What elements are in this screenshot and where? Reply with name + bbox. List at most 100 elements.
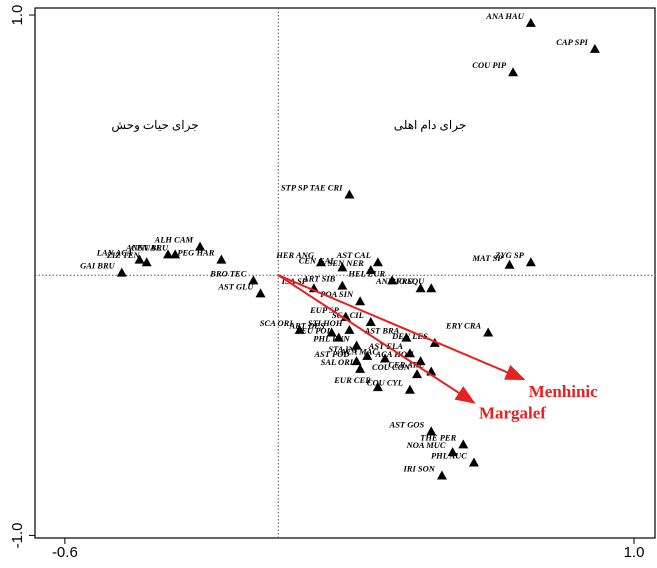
point-label: CAP SPI [556, 37, 588, 47]
point-label: SCA CIL [332, 310, 364, 320]
point-label: STI HOH [308, 318, 343, 328]
point [504, 259, 515, 269]
point [412, 369, 423, 379]
y-tick-label: -1.0 [9, 522, 26, 548]
annotation: جرای دام اهلی [394, 118, 467, 132]
point [294, 324, 305, 334]
point [365, 317, 376, 327]
point [458, 439, 469, 449]
point [351, 356, 362, 366]
point [525, 257, 536, 267]
point-label: IRI SON [403, 464, 436, 474]
point-label: PHL PUN [313, 333, 350, 343]
point [372, 257, 383, 267]
point-label: TEU POL [296, 326, 332, 336]
point-label: NOA MUC [406, 440, 446, 450]
point [404, 384, 415, 394]
point [333, 332, 344, 342]
point-label: COU CYL [367, 378, 403, 388]
point-label: POA SIN [320, 289, 354, 299]
point-label: SAL ORI [321, 357, 354, 367]
point-label: ACA MAC [339, 346, 378, 356]
point-label: AND FRU [375, 276, 414, 286]
point [589, 43, 600, 53]
point [372, 382, 383, 392]
point [134, 254, 145, 264]
point [380, 353, 391, 363]
point [426, 426, 437, 436]
point [483, 327, 494, 337]
point-label: ANA HAU [485, 11, 524, 21]
point-label: BIO SQU [389, 276, 425, 286]
x-tick-label: 1.0 [624, 544, 645, 561]
point [436, 470, 447, 480]
point-label: HEL EUR [347, 268, 385, 278]
point-label: AST BRA [364, 326, 400, 336]
point [326, 327, 337, 337]
point [195, 241, 206, 251]
point-label: ACA HOH [375, 349, 414, 359]
point-label: COU CON [372, 362, 411, 372]
point-label: CER ARE [388, 359, 424, 369]
point [355, 363, 366, 373]
point [170, 249, 181, 259]
plot-frame [34, 7, 656, 539]
point-label: PEG HAR [177, 248, 214, 258]
point-label: DEN LES [391, 331, 428, 341]
point [248, 275, 259, 285]
point [163, 249, 174, 259]
point [426, 283, 437, 293]
point-label: AST GOS [389, 419, 425, 429]
point [351, 340, 362, 350]
point-label: CEN GAL [299, 255, 336, 265]
point-label: SEN NER [328, 258, 364, 268]
point [447, 447, 458, 457]
point [141, 257, 152, 267]
point-label: AST CAL [336, 250, 371, 260]
point-label: LAN ACA [96, 248, 133, 258]
point [116, 267, 127, 277]
point-label: COU PIP [472, 60, 507, 70]
point-label: BRO TEC [209, 268, 246, 278]
point [355, 296, 366, 306]
point [387, 275, 398, 285]
point [344, 189, 355, 199]
point [337, 280, 348, 290]
point-label: ALH CAM [154, 235, 194, 245]
point-label: STA INF [328, 344, 360, 354]
point-label: EUR CER [333, 375, 371, 385]
vector-arrow [277, 274, 476, 404]
point-label: AST GLU [217, 281, 254, 291]
vector-label: Menhinic [529, 382, 598, 401]
point [255, 288, 266, 298]
point [365, 265, 376, 275]
point-label: STP SP TAE CRI [281, 183, 343, 193]
point-label: ART SIB [302, 274, 336, 284]
point-label: ANNUAL [125, 242, 161, 252]
point-label: EUP SP [309, 305, 340, 315]
point [508, 67, 519, 77]
point [315, 257, 326, 267]
vector-arrow [277, 274, 526, 381]
vector-label: Margalef [479, 404, 546, 423]
point-label: ZYG SP [494, 250, 524, 260]
point-label: SCA ORI [260, 318, 294, 328]
point-label: ERY CRA [445, 320, 482, 330]
point-label: PHL AUC [431, 450, 467, 460]
point [401, 332, 412, 342]
point-label: THE PER [420, 432, 456, 442]
y-tick-label: 1.0 [9, 5, 26, 26]
point [216, 254, 227, 264]
point-label: CEN BRU [131, 242, 169, 252]
point [415, 283, 426, 293]
point [344, 324, 355, 334]
point [468, 457, 479, 467]
point-label: HER ANG [275, 250, 315, 260]
point-label: ZIZ TEN [106, 250, 141, 260]
x-tick-label: -0.6 [52, 544, 78, 561]
point [337, 262, 348, 272]
point [525, 17, 536, 27]
point [404, 348, 415, 358]
point-label: MAT SP [472, 253, 504, 263]
